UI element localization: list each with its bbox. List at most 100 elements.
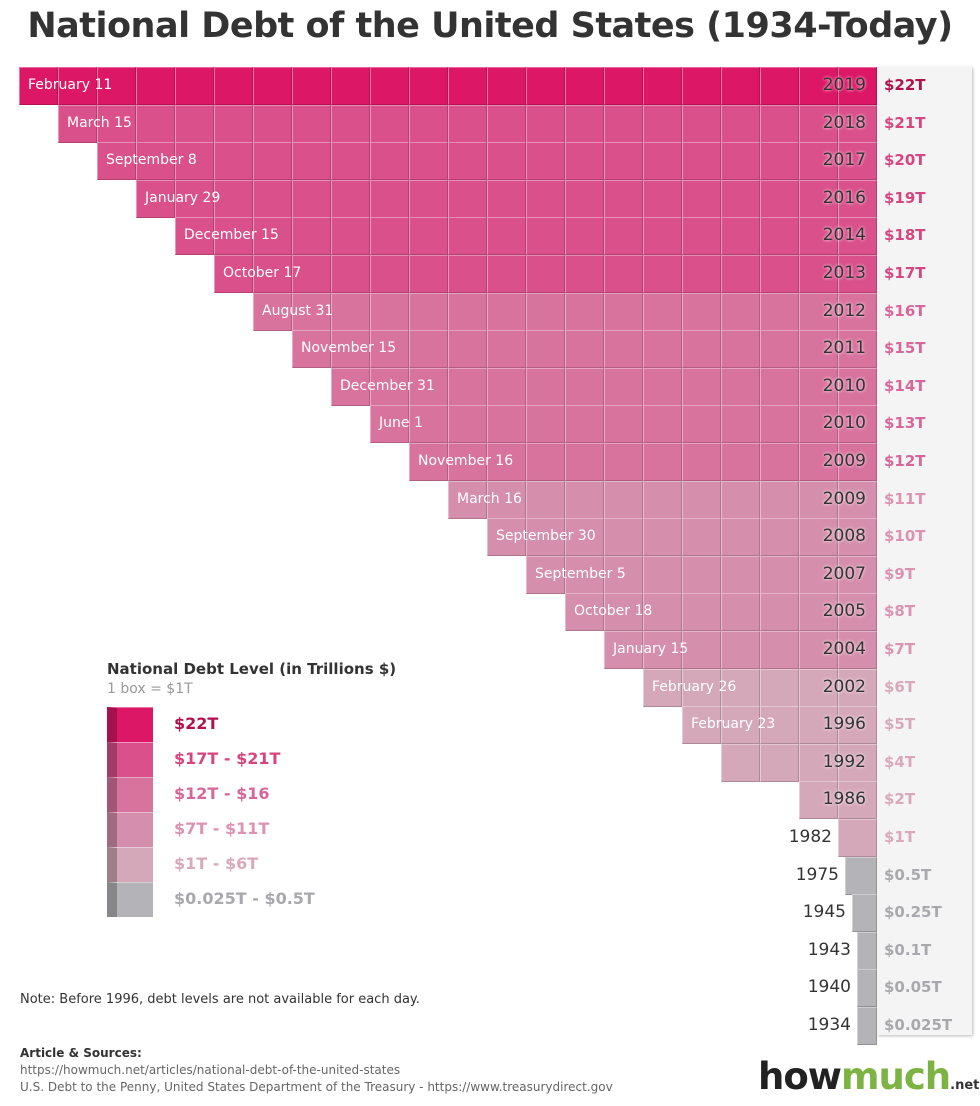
row-year: 2017 (822, 150, 866, 171)
debt-box-fraction (857, 969, 877, 1008)
note: Note: Before 1996, debt levels are not a… (20, 992, 420, 1007)
debt-box (721, 179, 760, 218)
debt-box (526, 67, 565, 106)
debt-box (526, 292, 565, 331)
debt-box (760, 631, 799, 670)
debt-box (799, 217, 838, 256)
row-value: $6T (884, 677, 916, 696)
debt-box (838, 330, 877, 369)
debt-box (799, 67, 838, 106)
debt-box (370, 367, 409, 406)
source-link[interactable]: https://howmuch.net/articles/national-de… (20, 1063, 401, 1077)
row-value: $15T (884, 339, 926, 358)
debt-box (682, 555, 721, 594)
debt-box (409, 104, 448, 143)
row-value: $17T (884, 264, 926, 282)
debt-box (331, 217, 370, 256)
debt-box (253, 104, 292, 143)
debt-box (721, 706, 760, 745)
debt-box (604, 405, 643, 444)
legend: National Debt Level (in Trillions $) 1 b… (107, 660, 396, 917)
legend-swatch (107, 707, 153, 742)
debt-box (838, 819, 877, 858)
debt-box (760, 518, 799, 557)
debt-box (721, 255, 760, 294)
debt-box (799, 367, 838, 406)
row-year: 1996 (822, 714, 866, 735)
debt-box (331, 330, 370, 369)
row-date: February 26 (652, 678, 737, 695)
debt-box (331, 67, 370, 106)
debt-box (526, 104, 565, 143)
row-value: $0.25T (884, 903, 942, 922)
debt-box (370, 217, 409, 256)
debt-box (565, 179, 604, 218)
debt-box (448, 142, 487, 181)
debt-box (214, 217, 253, 256)
debt-box (526, 555, 565, 594)
debt-box (448, 367, 487, 406)
legend-subtitle: 1 box = $1T (107, 681, 193, 697)
row-value: $20T (884, 151, 926, 170)
row-value: $0.1T (884, 940, 932, 959)
debt-box (838, 443, 877, 482)
debt-box (487, 443, 526, 482)
debt-box (448, 104, 487, 143)
debt-box (643, 593, 682, 632)
debt-box (682, 142, 721, 181)
debt-box (838, 179, 877, 218)
debt-box (760, 104, 799, 143)
row-value: $9T (884, 564, 916, 583)
debt-box (175, 179, 214, 218)
sources-heading: Article & Sources: (20, 1046, 142, 1060)
row-value: $14T (884, 376, 926, 395)
debt-box (682, 706, 721, 745)
debt-box (721, 405, 760, 444)
debt-box (214, 179, 253, 218)
debt-box (565, 518, 604, 557)
debt-box (721, 743, 760, 782)
debt-box (136, 179, 175, 218)
debt-box (682, 405, 721, 444)
debt-box (643, 67, 682, 106)
row-value: $11T (884, 489, 926, 508)
debt-box (682, 217, 721, 256)
legend-swatch (107, 742, 153, 777)
debt-box (409, 367, 448, 406)
debt-box (409, 255, 448, 294)
debt-box (487, 255, 526, 294)
debt-box (58, 67, 97, 106)
debt-box (760, 142, 799, 181)
debt-box (370, 405, 409, 444)
row-year: 1934 (807, 1015, 851, 1035)
row-value: $5T (884, 715, 916, 734)
legend-swatch (107, 777, 153, 812)
debt-box (760, 179, 799, 218)
row-value: $2T (884, 790, 916, 809)
row-date: January 15 (613, 641, 689, 657)
debt-box (682, 367, 721, 406)
row-year: 2010 (822, 375, 866, 396)
row-value: $0.05T (884, 978, 942, 997)
debt-box (487, 367, 526, 406)
row-year: 1940 (807, 977, 851, 998)
debt-box (526, 179, 565, 218)
debt-box (643, 555, 682, 594)
debt-box (409, 443, 448, 482)
debt-box (292, 255, 331, 294)
row-year: 2016 (822, 187, 866, 208)
debt-box (487, 217, 526, 256)
row-date: September 5 (535, 565, 626, 582)
debt-box (253, 142, 292, 181)
debt-box (565, 255, 604, 294)
debt-box (760, 443, 799, 482)
debt-box (370, 104, 409, 143)
row-date: November 15 (301, 340, 397, 357)
debt-box (565, 480, 604, 519)
debt-box (448, 480, 487, 519)
debt-box (760, 555, 799, 594)
debt-box (565, 67, 604, 106)
debt-box (721, 104, 760, 143)
source-text: U.S. Debt to the Penny, United States De… (20, 1080, 613, 1094)
debt-box (838, 706, 877, 745)
